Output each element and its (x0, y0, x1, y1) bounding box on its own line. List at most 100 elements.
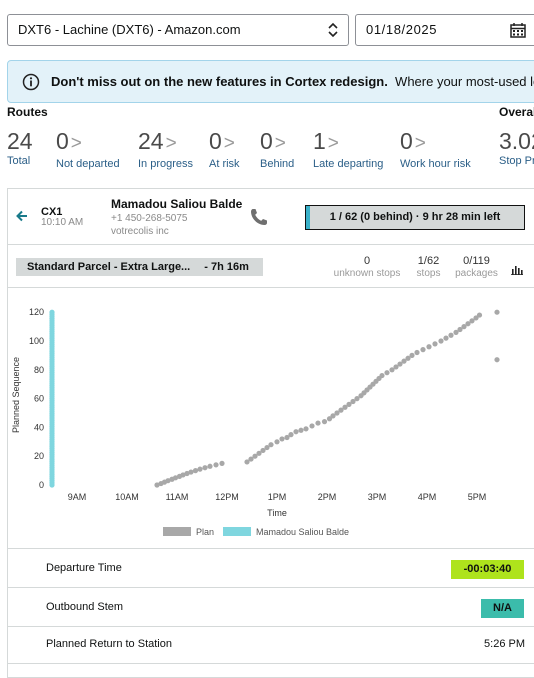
y-tick-label: 60 (34, 394, 44, 404)
plan-point (315, 420, 321, 426)
plan-point (303, 426, 309, 432)
stat-not-departed-label: Not departed (56, 158, 120, 170)
x-tick-label: 2PM (318, 492, 337, 502)
legend-label-driver: Mamadou Saliou Balde (256, 527, 349, 537)
stat-behind-label: Behind (260, 158, 295, 170)
calendar-icon[interactable] (510, 23, 526, 38)
stat-at-risk-label: At risk (209, 158, 240, 170)
y-tick-label: 120 (29, 307, 44, 317)
stat-stop-pro: 3.02 Stop Pro (499, 128, 534, 167)
plan-point (443, 335, 449, 341)
stat-at-risk-value: 0 (209, 128, 222, 154)
plan-point (213, 462, 219, 468)
stat-late-departing[interactable]: 1 > Late departing (313, 128, 383, 170)
x-tick-label: 10AM (115, 492, 139, 502)
driver-name: Mamadou Saliou Balde (111, 197, 243, 211)
chevron-right-icon: > (70, 133, 82, 154)
date-input[interactable]: 01/18/2025 (355, 14, 534, 46)
y-tick-label: 100 (29, 336, 44, 346)
stat-behind-value: 0 (260, 128, 273, 154)
plan-point (405, 355, 411, 361)
return-time-value: 5:26 PM (484, 638, 525, 650)
phone-icon[interactable] (249, 207, 269, 227)
return-time-label: Planned Return to Station (46, 638, 172, 650)
task-row: Standard Parcel - Extra Large... - 7h 16m… (8, 246, 534, 288)
stat-stop-pro-value: 3.02 (499, 128, 534, 154)
y-tick-label: 80 (34, 365, 44, 375)
sequence-chart-svg: 0 20 40 60 80 100 120 9AM 10AM 11AM 12PM 1PM 2PM 3PM 4… (11, 307, 500, 537)
plan-point (180, 472, 186, 478)
bar-chart-icon[interactable] (511, 265, 523, 275)
overall-label: Overall (499, 105, 534, 119)
x-tick-label: 11AM (166, 492, 189, 502)
route-progress-text: 1 / 62 (0 behind) · 9 hr 28 min left (329, 211, 501, 223)
legend-swatch-plan (163, 527, 191, 536)
plan-point (448, 332, 454, 338)
x-tick-label: 3PM (368, 492, 387, 502)
stat-stop-pro-label: Stop Pro (499, 155, 534, 167)
banner-text: Where your most-used legacy-V (395, 74, 534, 89)
stat-not-departed[interactable]: 0 > Not departed (56, 128, 120, 170)
stat-behind[interactable]: 0 > Behind (260, 128, 294, 170)
metric-packages-value: 0/119 (463, 255, 490, 267)
plan-point (354, 396, 360, 402)
stat-in-progress[interactable]: 24 > In progress (138, 128, 193, 170)
stat-in-progress-label: In progress (138, 158, 194, 170)
plan-point (438, 338, 444, 344)
plan-point (338, 407, 344, 413)
redesign-banner: Don't miss out on the new features in Co… (7, 60, 534, 103)
arrow-left-icon[interactable] (16, 210, 28, 222)
plan-point (494, 309, 500, 315)
driver-phone: +1 450-268-5075 (111, 213, 188, 224)
plan-point (192, 468, 199, 474)
plan-point (401, 358, 407, 364)
outbound-stem-row: Outbound Stem N/A (8, 589, 534, 627)
plan-point (219, 460, 225, 466)
plan-point (432, 341, 438, 347)
stat-at-risk[interactable]: 0 > At risk (209, 128, 240, 170)
plan-point (342, 404, 348, 410)
stat-total: 24 Total (7, 128, 33, 167)
plan-point (321, 419, 328, 425)
plan-point (248, 456, 254, 462)
plan-point (457, 326, 463, 333)
task-chip[interactable]: Standard Parcel - Extra Large... - 7h 16m (16, 258, 263, 276)
plan-point (309, 423, 315, 429)
task-name: Standard Parcel - Extra Large... (27, 261, 191, 273)
plan-point (461, 324, 467, 330)
route-progress-bar: 1 / 62 (0 behind) · 9 hr 28 min left (305, 205, 525, 230)
route-progress-fill (306, 206, 311, 229)
plan-point (165, 478, 171, 484)
departure-time-label: Departure Time (46, 562, 122, 574)
sequence-chart: 0 20 40 60 80 100 120 9AM 10AM 11AM 12PM 1PM 2PM 3PM 4… (8, 289, 534, 549)
stat-work-hour-risk-label: Work hour risk (400, 158, 471, 170)
plan-point (244, 459, 250, 465)
route-id: CX1 (41, 206, 63, 218)
driver-company: votrecolis inc (111, 226, 169, 237)
route-detail-panel: CX1 10:10 AM Mamadou Saliou Balde +1 450… (7, 188, 534, 678)
plan-point (346, 401, 352, 407)
stat-work-hour-risk[interactable]: 0 > Work hour risk (400, 128, 471, 170)
station-select[interactable]: DXT6 - Lachine (DXT6) - Amazon.com (7, 14, 349, 46)
departure-time-badge: -00:03:40 (451, 560, 524, 579)
route-time: 10:10 AM (41, 217, 84, 228)
outbound-stem-label: Outbound Stem (46, 601, 124, 613)
plan-point (284, 434, 290, 441)
plan-point (202, 465, 208, 471)
routes-label: Routes (7, 105, 48, 119)
stat-total-label: Total (7, 155, 31, 167)
plan-point (154, 482, 160, 488)
metric-unknown-stops-label: unknown stops (333, 268, 401, 279)
return-time-row: Planned Return to Station 5:26 PM (8, 626, 534, 664)
x-tick-label: 12PM (215, 492, 239, 502)
metric-stops-value: 1/62 (417, 255, 440, 267)
x-tick-label: 1PM (268, 492, 287, 502)
stat-not-departed-value: 0 (56, 128, 69, 154)
chevron-right-icon: > (223, 133, 235, 154)
metric-unknown-stops: 0 unknown stops (333, 255, 401, 279)
metric-stops-label: stops (416, 268, 441, 279)
driver-row: CX1 10:10 AM Mamadou Saliou Balde +1 450… (8, 189, 534, 245)
plan-point (414, 349, 420, 356)
plan-point (293, 429, 299, 435)
info-icon (22, 73, 40, 91)
